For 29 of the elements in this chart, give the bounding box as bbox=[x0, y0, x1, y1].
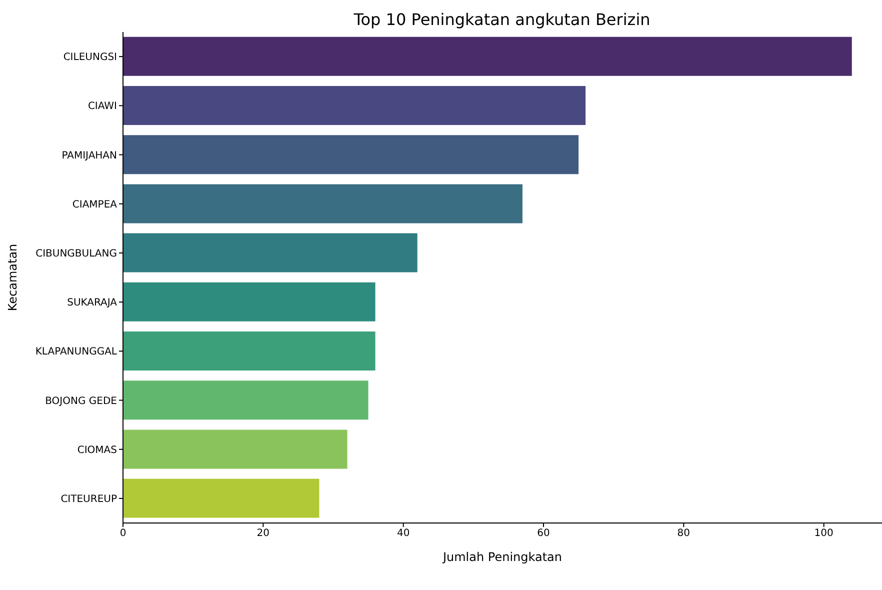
x-tick-label: 20 bbox=[256, 528, 270, 540]
x-tick-label: 60 bbox=[537, 528, 550, 540]
y-tick-label: CIOMAS bbox=[77, 444, 117, 456]
x-tick-label: 80 bbox=[677, 528, 690, 540]
bar bbox=[123, 332, 376, 371]
bar bbox=[123, 233, 418, 272]
bar bbox=[123, 430, 348, 469]
bar bbox=[123, 184, 522, 224]
y-tick-label: CITEUREUP bbox=[60, 494, 117, 505]
chart-title: Top 10 Peningkatan angkutan Berizin bbox=[352, 10, 652, 29]
x-tick-label: 100 bbox=[814, 528, 834, 540]
y-tick-label: BOJONG GEDE bbox=[45, 396, 117, 407]
y-axis-title: Kecamatan bbox=[5, 244, 20, 312]
bar bbox=[123, 478, 320, 518]
bar bbox=[123, 135, 579, 174]
bar bbox=[123, 36, 852, 76]
y-tick-label: CIBUNGBULANG bbox=[36, 248, 117, 260]
x-tick-label: 40 bbox=[396, 528, 410, 540]
y-tick-label: CILEUNGSI bbox=[63, 52, 117, 64]
bar bbox=[123, 282, 376, 322]
x-axis-title: Jumlah Peningkatan bbox=[442, 550, 562, 564]
bar bbox=[123, 380, 368, 420]
x-tick-label: 0 bbox=[120, 528, 126, 540]
y-tick-label: CIAWI bbox=[88, 101, 117, 112]
y-tick-label: PAMIJAHAN bbox=[62, 150, 117, 162]
y-tick-label: CIAMPEA bbox=[72, 199, 118, 210]
bar bbox=[123, 86, 586, 126]
y-tick-label: SUKARAJA bbox=[67, 298, 118, 309]
y-tick-label: KLAPANUNGGAL bbox=[35, 346, 118, 358]
